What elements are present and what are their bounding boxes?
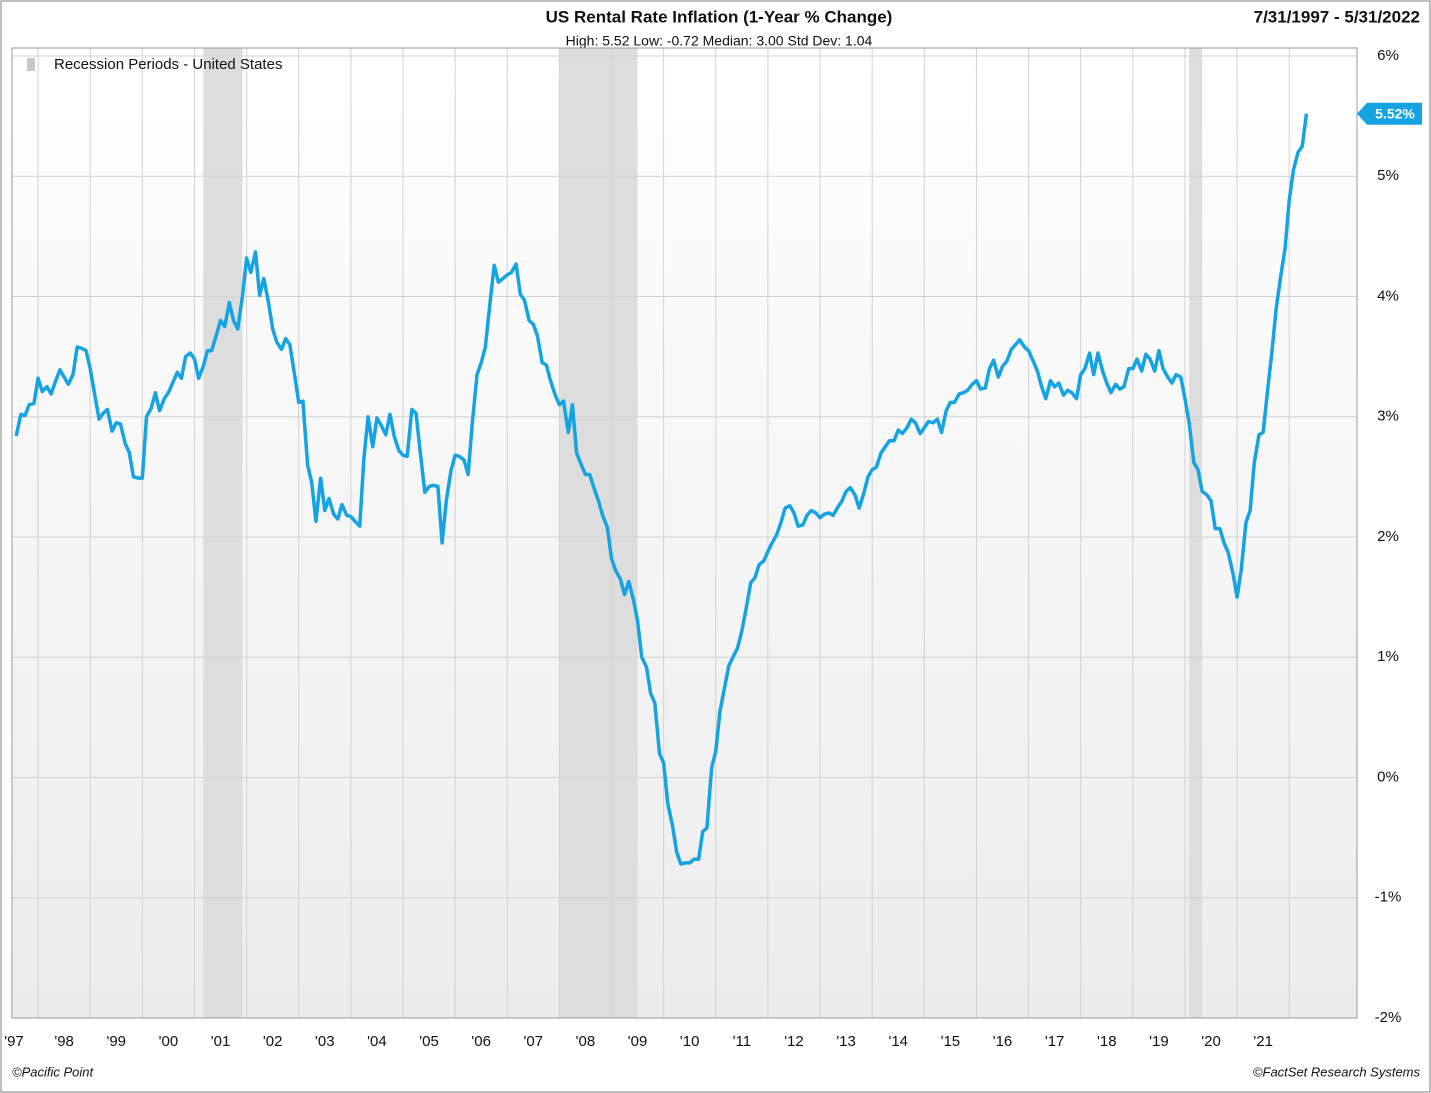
recession-band: [559, 48, 638, 1018]
source-right: ©FactSet Research Systems: [1253, 1064, 1421, 1079]
x-tick-label: '10: [680, 1033, 700, 1050]
x-tick-label: '98: [54, 1033, 74, 1050]
recession-band: [1189, 48, 1203, 1018]
x-tick-label: '11: [733, 1033, 751, 1050]
x-tick-label: '01: [211, 1033, 231, 1050]
x-tick-label: '99: [106, 1033, 126, 1050]
x-tick-label: '21: [1253, 1033, 1273, 1050]
x-tick-label: '13: [836, 1033, 856, 1050]
value-tag-label: 5.52%: [1375, 105, 1415, 121]
recession-band: [203, 48, 243, 1018]
x-tick-label: '17: [1045, 1033, 1065, 1050]
date-range: 7/31/1997 - 5/31/2022: [1254, 7, 1420, 26]
source-left: ©Pacific Point: [12, 1064, 94, 1079]
x-tick-label: '04: [367, 1033, 387, 1050]
y-tick-label: 3%: [1377, 408, 1399, 425]
x-tick-label: '07: [524, 1033, 544, 1050]
x-tick-label: '08: [576, 1033, 596, 1050]
x-tick-label: '02: [263, 1033, 283, 1050]
legend-swatch: [27, 58, 35, 71]
y-tick-label: 0%: [1377, 768, 1399, 785]
legend-label: Recession Periods - United States: [54, 56, 282, 73]
x-tick-label: '19: [1149, 1033, 1169, 1050]
value-tag: [1357, 102, 1422, 125]
chart-subtitle: High: 5.52 Low: -0.72 Median: 3.00 Std D…: [566, 33, 873, 49]
y-tick-label: -1%: [1375, 889, 1402, 906]
x-tick-label: '20: [1201, 1033, 1221, 1050]
x-tick-label: '09: [628, 1033, 648, 1050]
x-tick-label: '03: [315, 1033, 335, 1050]
y-tick-label: 5%: [1377, 167, 1399, 184]
y-tick-label: -2%: [1375, 1009, 1402, 1026]
data-line: [14, 113, 1309, 866]
x-tick-label: '18: [1097, 1033, 1117, 1050]
chart-title: US Rental Rate Inflation (1-Year % Chang…: [546, 7, 893, 26]
y-tick-label: 6%: [1377, 47, 1399, 64]
x-tick-label: '97: [4, 1033, 24, 1050]
x-tick-label: '12: [784, 1033, 804, 1050]
x-tick-label: '14: [888, 1033, 908, 1050]
x-tick-label: '05: [419, 1033, 439, 1050]
y-tick-label: 1%: [1377, 648, 1399, 665]
x-tick-label: '16: [993, 1033, 1013, 1050]
x-tick-label: '15: [941, 1033, 961, 1050]
y-tick-label: 4%: [1377, 287, 1399, 304]
grid: [12, 48, 1357, 1019]
x-tick-label: '00: [159, 1033, 179, 1050]
x-tick-label: '06: [471, 1033, 491, 1050]
plot-border: [11, 47, 1358, 1019]
data: [14, 113, 1309, 866]
y-tick-label: 2%: [1377, 528, 1399, 545]
recessions: [203, 48, 1203, 1018]
